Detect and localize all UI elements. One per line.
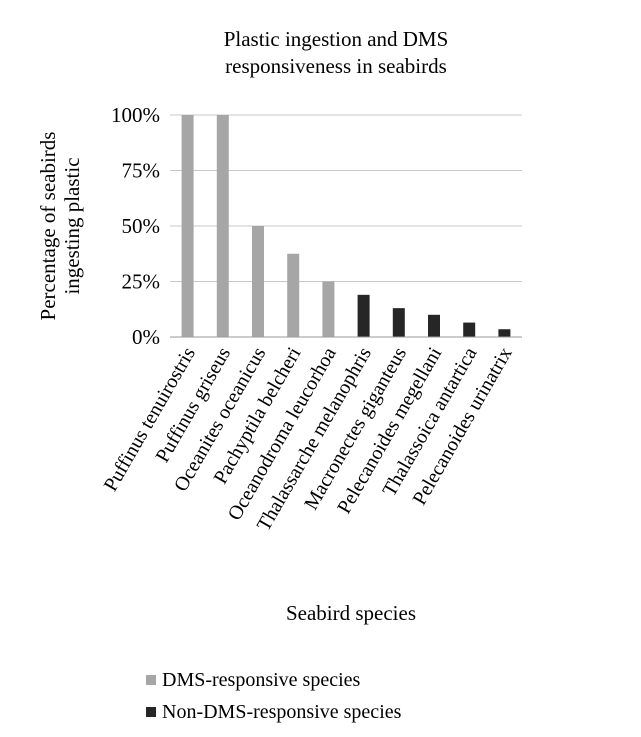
legend-swatch-dms-responsive [146,675,156,685]
bar [498,329,511,337]
legend-item-dms-responsive: DMS-responsive species [146,668,360,692]
bar [322,281,335,337]
bar [463,322,476,337]
y-tick-labels: 0% 25% 50% 75% 100% [111,103,160,349]
y-axis-label-line-1: Percentage of seabirds [36,132,60,321]
chart-title-line-2: responsiveness in seabirds [225,54,447,78]
y-tick-label: 75% [122,159,161,183]
chart-title-line-1: Plastic ingestion and DMS [224,27,449,51]
y-axis-label-line-2: ingesting plastic [60,157,84,294]
y-axis-label: Percentage of seabirds ingesting plastic [36,132,84,321]
legend-label-non-dms-responsive: Non-DMS-responsive species [162,701,402,723]
bar [252,226,264,337]
y-tick-label: 100% [111,103,160,127]
bar [357,294,370,337]
bar [287,253,300,337]
y-tick-label: 0% [132,325,160,349]
y-tick-label: 50% [122,214,161,238]
bar [181,115,194,337]
bars [181,115,511,337]
y-tick-label: 25% [122,270,161,294]
legend-label-dms-responsive: DMS-responsive species [162,669,361,691]
x-axis-label: Seabird species [286,601,416,625]
bar [216,115,229,337]
bar [428,314,440,337]
legend-swatch-non-dms-responsive [146,707,156,717]
legend-item-non-dms-responsive: Non-DMS-responsive species [146,700,401,724]
bar [392,308,405,337]
